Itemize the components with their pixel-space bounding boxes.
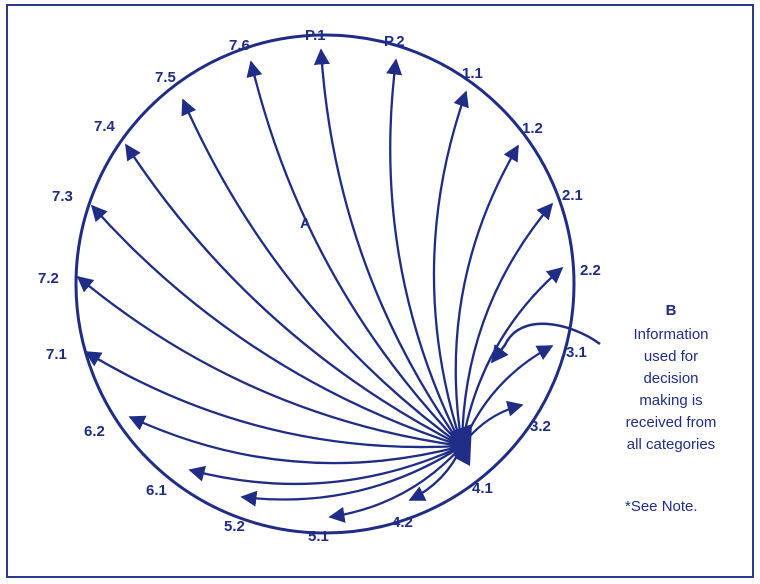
side-note-label-b: B [665,302,677,319]
category-label-7-6: 7.6 [229,37,250,54]
side-note: B Information used for decision making i… [596,300,746,456]
side-note-line: received from [625,414,717,431]
category-label-P-2: P.2 [384,33,405,50]
diagram-frame [6,4,754,578]
category-label-7-4: 7.4 [94,118,116,135]
category-label-3-1: 3.1 [566,344,587,361]
center-label-a: A [300,215,311,232]
flow-arrow-to-7-6 [246,60,463,447]
category-circle [74,33,576,535]
side-note-line: making is [639,392,703,409]
side-note-line: used for [643,348,699,365]
see-note: *See Note. [625,498,698,515]
flow-arrow-to-P-2 [386,58,464,447]
side-note-line: decision [643,370,699,387]
flow-arrow-to-7-2 [76,275,463,448]
category-label-2-2: 2.2 [580,262,601,279]
category-label-1-2: 1.2 [522,120,543,137]
flow-arrow-to-7-4 [125,143,463,448]
category-label-6-2: 6.2 [84,423,105,440]
category-label-4-2: 4.2 [392,514,413,531]
category-label-7-2: 7.2 [38,270,59,287]
flow-arrow-to-P-1 [313,48,463,447]
b-pointer-arrow [490,322,601,364]
flow-arrow-to-6-2 [128,415,463,465]
category-label-7-5: 7.5 [155,69,176,86]
flow-arrow-to-5-1 [328,445,463,523]
flow-arrow-to-7-5 [181,98,463,447]
category-label-P-1: P.1 [305,27,326,44]
category-label-5-1: 5.1 [308,528,329,545]
flow-arrow-to-6-1 [188,444,463,486]
flow-arrows [76,48,564,523]
category-label-2-1: 2.1 [562,187,583,204]
category-label-7-1: 7.1 [46,346,67,363]
category-label-7-3: 7.3 [52,188,73,205]
flow-arrow-to-7-3 [90,204,463,448]
flow-arrow-to-1-1 [432,90,469,447]
category-label-3-2: 3.2 [530,418,551,435]
flow-arrow-to-7-1 [84,351,463,449]
category-label-1-1: 1.1 [462,65,483,82]
side-note-line: Information [633,326,709,343]
source-hub [450,424,472,466]
flow-arrow-to-1-2 [454,144,519,447]
category-labels: P.1 P.2 1.1 1.2 2.1 2.2 3.1 3.2 4.1 4.2 5.1 5.2 6.1 6… [38,27,601,545]
flow-arrow-to-2-1 [460,202,554,447]
side-note-line: all categories [626,436,716,453]
category-label-6-1: 6.1 [146,482,167,499]
flow-arrow-to-5-2 [240,445,463,507]
category-label-5-2: 5.2 [224,518,245,535]
category-label-4-1: 4.1 [472,480,493,497]
